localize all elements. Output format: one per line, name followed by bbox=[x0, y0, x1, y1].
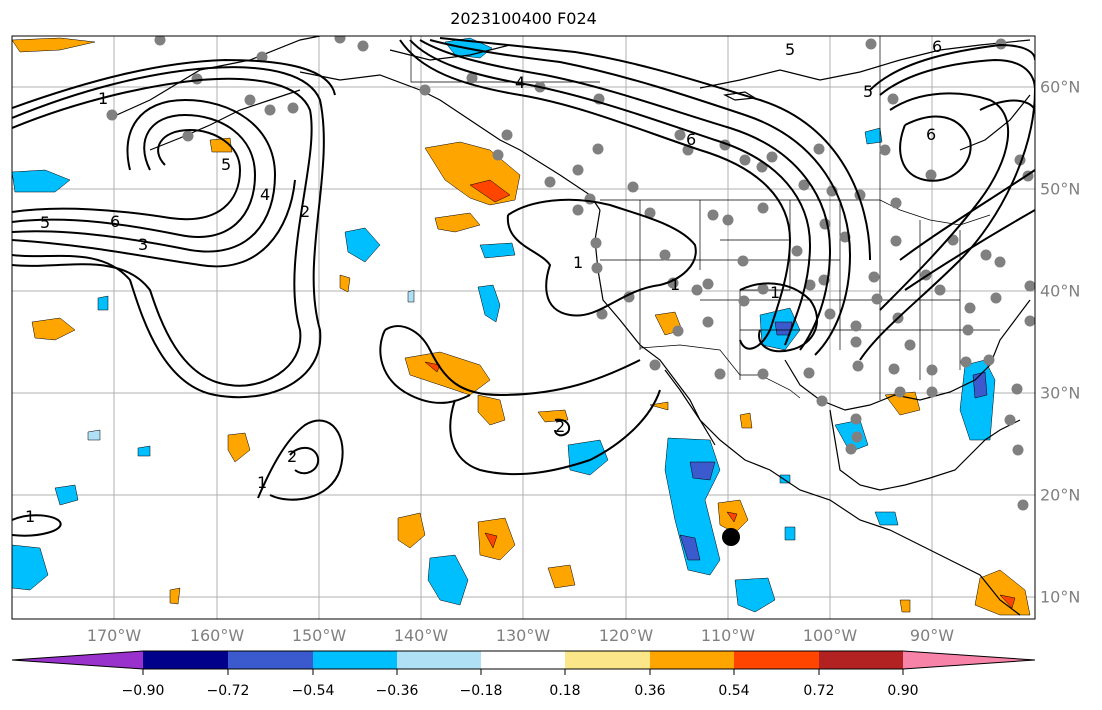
contour-label: 1 bbox=[257, 473, 267, 492]
colorbar-segment bbox=[819, 651, 903, 669]
lat-label: 60°N bbox=[1040, 77, 1081, 97]
colorbar-extend-max bbox=[903, 651, 1035, 669]
lat-label: 20°N bbox=[1040, 485, 1081, 505]
colorbar-segment bbox=[565, 651, 650, 669]
colorbar-segment bbox=[143, 651, 228, 669]
lon-label: 140°W bbox=[393, 626, 449, 645]
contour-label: 1 bbox=[573, 253, 583, 272]
colorbar-tick-label: −0.18 bbox=[459, 683, 503, 699]
contour-label: 2 bbox=[287, 447, 297, 466]
contour-label: 1 bbox=[670, 275, 680, 294]
lon-label: 150°W bbox=[291, 626, 347, 645]
contour-label: 2 bbox=[555, 417, 565, 436]
contour-label: 1 bbox=[98, 89, 108, 108]
anomaly-fill-positive bbox=[12, 37, 1031, 616]
borders bbox=[410, 36, 1000, 400]
contour-lines bbox=[12, 37, 1035, 537]
colorbar-tick-label: 0.72 bbox=[803, 683, 835, 699]
colorbar-segment bbox=[228, 651, 313, 669]
contour-label: 6 bbox=[926, 125, 936, 144]
colorbar-tick-label: 0.54 bbox=[718, 683, 750, 699]
lon-label: 160°W bbox=[189, 626, 245, 645]
contour-label: 5 bbox=[221, 155, 231, 174]
colorbar-tick-label: 0.36 bbox=[634, 683, 666, 699]
contour-label: 2 bbox=[300, 202, 310, 221]
lat-label: 40°N bbox=[1040, 281, 1081, 301]
map-title: 2023100400 F024 bbox=[450, 9, 597, 28]
lat-label: 30°N bbox=[1040, 383, 1081, 403]
contour-label: 1 bbox=[25, 507, 35, 526]
lon-label: 120°W bbox=[598, 626, 654, 645]
contour-label: 3 bbox=[138, 235, 148, 254]
contour-label: 5 bbox=[40, 213, 50, 232]
colorbar-segment bbox=[481, 651, 565, 669]
colorbar-segment bbox=[734, 651, 819, 669]
anomaly-fill-negative bbox=[12, 37, 996, 613]
lat-label: 50°N bbox=[1040, 179, 1081, 199]
colorbar bbox=[11, 650, 1036, 675]
colorbar-tick-label: −0.72 bbox=[206, 683, 250, 699]
contour-label: 4 bbox=[515, 73, 525, 92]
colorbar-segment bbox=[650, 651, 734, 669]
contour-label: 5 bbox=[863, 82, 873, 101]
coastlines bbox=[109, 36, 1031, 616]
colorbar-tick-label: 0.18 bbox=[549, 683, 581, 699]
colorbar-tick-label: 0.90 bbox=[887, 683, 919, 699]
colorbar-tick-label: −0.36 bbox=[375, 683, 419, 699]
colorbar-tick-label: −0.90 bbox=[121, 683, 165, 699]
contour-label: 6 bbox=[110, 212, 120, 231]
contour-label: 6 bbox=[686, 130, 696, 149]
contour-label: 1 bbox=[770, 283, 780, 302]
contour-labels: 1 1 1 1 1 1 2 2 2 3 4 4 5 5 5 5 6 6 6 6 bbox=[25, 37, 942, 526]
contour-label: 4 bbox=[260, 185, 270, 204]
storm-marker bbox=[722, 528, 740, 546]
colorbar-tick-label: −0.54 bbox=[291, 683, 335, 699]
station-markers bbox=[106, 36, 1035, 511]
colorbar-segment bbox=[397, 651, 481, 669]
contour-label: 6 bbox=[932, 37, 942, 56]
lon-label: 130°W bbox=[495, 626, 551, 645]
colorbar-extend-min bbox=[12, 651, 143, 669]
map-frame bbox=[11, 35, 1036, 620]
lat-label: 10°N bbox=[1040, 587, 1081, 607]
lon-label: 100°W bbox=[802, 626, 858, 645]
lon-label: 170°W bbox=[86, 626, 142, 645]
lon-label: 110°W bbox=[700, 626, 756, 645]
colorbar-segment bbox=[313, 651, 397, 669]
contour-label: 5 bbox=[785, 40, 795, 59]
lon-label: 90°W bbox=[909, 626, 955, 645]
